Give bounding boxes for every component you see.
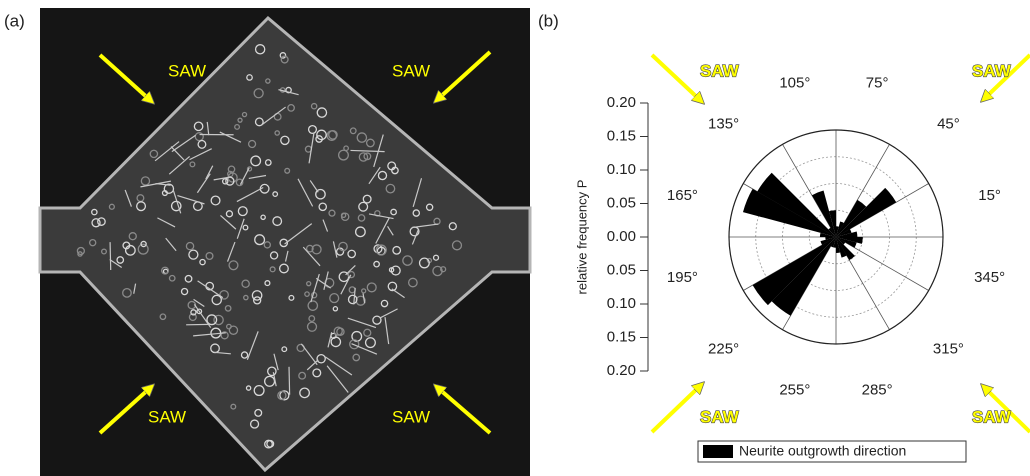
neurite	[110, 242, 111, 270]
y-tick-label: 0.15	[607, 127, 636, 144]
saw-label: SAW	[392, 61, 430, 80]
y-tick-label: 0.10	[607, 295, 636, 312]
angle-label: 285°	[862, 382, 893, 399]
polar-plot: 15° 45° 75° 105° 135° 165° 195° 225° 255° 285° 315…	[607, 74, 1005, 398]
y-tick-label: 0.05	[607, 261, 636, 278]
angle-label: 135°	[708, 116, 739, 133]
angle-label: 315°	[933, 340, 964, 357]
y-tick-label: 0.20	[607, 362, 636, 379]
panel-label: (b)	[538, 11, 559, 30]
saw-label: SAW	[148, 407, 186, 426]
saw-label: SAW	[700, 407, 740, 426]
angle-label: 165°	[667, 187, 698, 204]
legend-swatch	[703, 445, 733, 458]
y-tick-label: 0.00	[607, 228, 636, 245]
angle-label: 195°	[667, 269, 698, 286]
angle-label: 75°	[866, 74, 889, 91]
legend-label: Neurite outgrowth direction	[739, 443, 906, 459]
angle-label: 45°	[937, 116, 960, 133]
saw-label: SAW	[700, 61, 740, 80]
y-tick-label: 0.20	[607, 94, 636, 111]
saw-label: SAW	[972, 61, 1012, 80]
angle-label: 225°	[708, 340, 739, 357]
angle-label: 345°	[974, 269, 1005, 286]
saw-label: SAW	[168, 61, 206, 80]
angle-label: 255°	[779, 382, 810, 399]
neurite	[289, 367, 290, 395]
y-tick-label: 0.05	[607, 194, 636, 211]
y-axis-title: relative frequency P	[574, 180, 589, 295]
panel-label: (a)	[4, 11, 25, 30]
saw-label: SAW	[972, 407, 1012, 426]
y-tick-label: 0.15	[607, 328, 636, 345]
angle-label: 105°	[779, 74, 810, 91]
saw-label: SAW	[392, 407, 430, 426]
figure: SAW SAW SAW SAW (a) (b) SAW SAW SAW SAW …	[0, 0, 1030, 476]
angle-label: 15°	[978, 187, 1001, 204]
y-tick-label: 0.10	[607, 161, 636, 178]
